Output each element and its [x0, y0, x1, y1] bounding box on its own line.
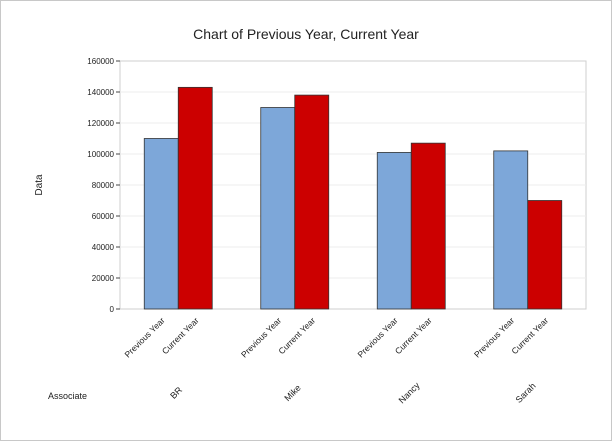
- x-series-label: Previous Year: [356, 315, 400, 359]
- category-label: Mike: [282, 383, 303, 404]
- x-series-label: Current Year: [160, 315, 201, 356]
- x-series-label: Previous Year: [472, 315, 516, 359]
- y-axis-label: Data: [34, 174, 45, 196]
- x-axis-label: Associate: [48, 391, 87, 401]
- bar-sarah-current-year: [527, 200, 563, 310]
- y-tick-label: 100000: [87, 150, 114, 159]
- y-tick-label: 160000: [87, 57, 114, 66]
- category-label: Nancy: [397, 380, 422, 405]
- y-tick-label: 20000: [92, 274, 115, 283]
- bar-br-previous-year: [143, 138, 179, 310]
- y-axis: 0 20000 40000 60000 80000 100000 120000 140000 1…: [87, 57, 120, 314]
- y-tick-label: 140000: [87, 88, 114, 97]
- x-series-label: Current Year: [509, 315, 550, 356]
- x-series-label: Current Year: [276, 315, 317, 356]
- bar-mike-previous-year: [260, 107, 296, 310]
- category-label: Sarah: [514, 381, 538, 405]
- y-tick-label: 0: [110, 305, 115, 314]
- y-tick-label: 40000: [92, 243, 115, 252]
- x-series-label: Current Year: [393, 315, 434, 356]
- bar-br-current-year: [177, 86, 213, 310]
- category-label: BR: [168, 385, 184, 401]
- bar-mike-current-year: [294, 94, 330, 310]
- x-series-label: Previous Year: [123, 315, 167, 359]
- x-series-label: Previous Year: [239, 315, 283, 359]
- bar-nancy-current-year: [410, 142, 446, 310]
- bars: [143, 86, 563, 310]
- bar-nancy-previous-year: [376, 152, 412, 310]
- y-tick-label: 60000: [92, 212, 115, 221]
- y-tick-label: 80000: [92, 181, 115, 190]
- y-tick-label: 120000: [87, 119, 114, 128]
- bar-sarah-previous-year: [493, 150, 529, 310]
- chart-title: Chart of Previous Year, Current Year: [193, 26, 419, 42]
